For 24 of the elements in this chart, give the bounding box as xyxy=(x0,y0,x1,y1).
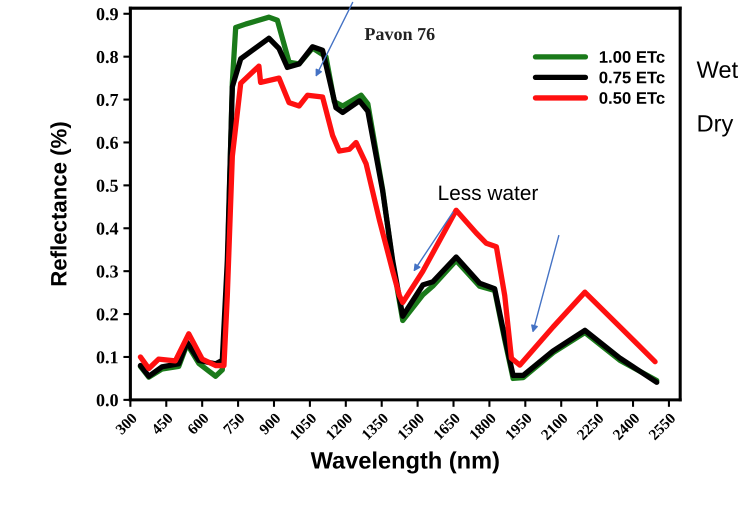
text: Pavon 76 xyxy=(364,28,435,40)
text: Wet xyxy=(696,62,738,78)
x-tick-label: 900 xyxy=(258,412,282,436)
y-tick-label: 0.7 xyxy=(96,94,118,106)
legend-label: 0.75 ETc xyxy=(599,72,665,84)
legend-label: 0.50 ETc xyxy=(599,92,665,104)
y-tick-label: 0.4 xyxy=(96,222,118,235)
x-axis-title: Wavelength (nm) xyxy=(310,451,499,474)
y-tick-label: 0.6 xyxy=(96,136,118,149)
y-tick-label: 0.3 xyxy=(96,265,118,278)
y-tick-label: 0.1 xyxy=(96,351,118,364)
y-tick-label: 0.2 xyxy=(96,308,118,321)
text: Dry xyxy=(698,115,734,136)
y-axis-title: Reflectance (%) xyxy=(50,122,71,286)
x-tick-label: 450 xyxy=(150,412,174,436)
annotation: Less water xyxy=(439,186,538,200)
y-tick-label: 0.5 xyxy=(96,180,118,192)
y-tick-label: 0.8 xyxy=(96,50,118,64)
x-tick-label: 600 xyxy=(186,412,210,436)
y-tick-label: 0.0 xyxy=(96,394,118,406)
y-tick-label: 0.9 xyxy=(96,8,118,20)
legend-label: 1.00 ETc xyxy=(600,51,665,63)
x-tick-label: 300 xyxy=(114,412,138,436)
x-tick-label: 750 xyxy=(222,412,246,435)
